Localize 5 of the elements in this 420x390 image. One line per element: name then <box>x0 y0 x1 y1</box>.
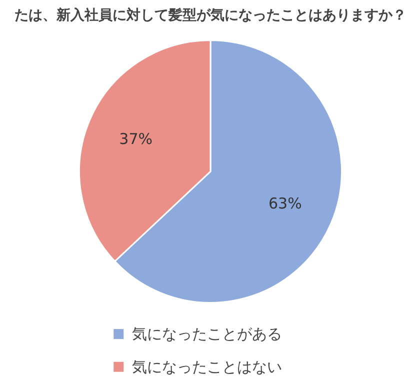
data-label: 63% <box>268 194 302 213</box>
legend-label: 気になったことはない <box>132 358 282 376</box>
legend-label: 気になったことがある <box>132 325 282 344</box>
chart-title: たは、新入社員に対して髪型が気になったことはありますか？ <box>14 6 406 24</box>
data-label: 37% <box>119 130 152 148</box>
